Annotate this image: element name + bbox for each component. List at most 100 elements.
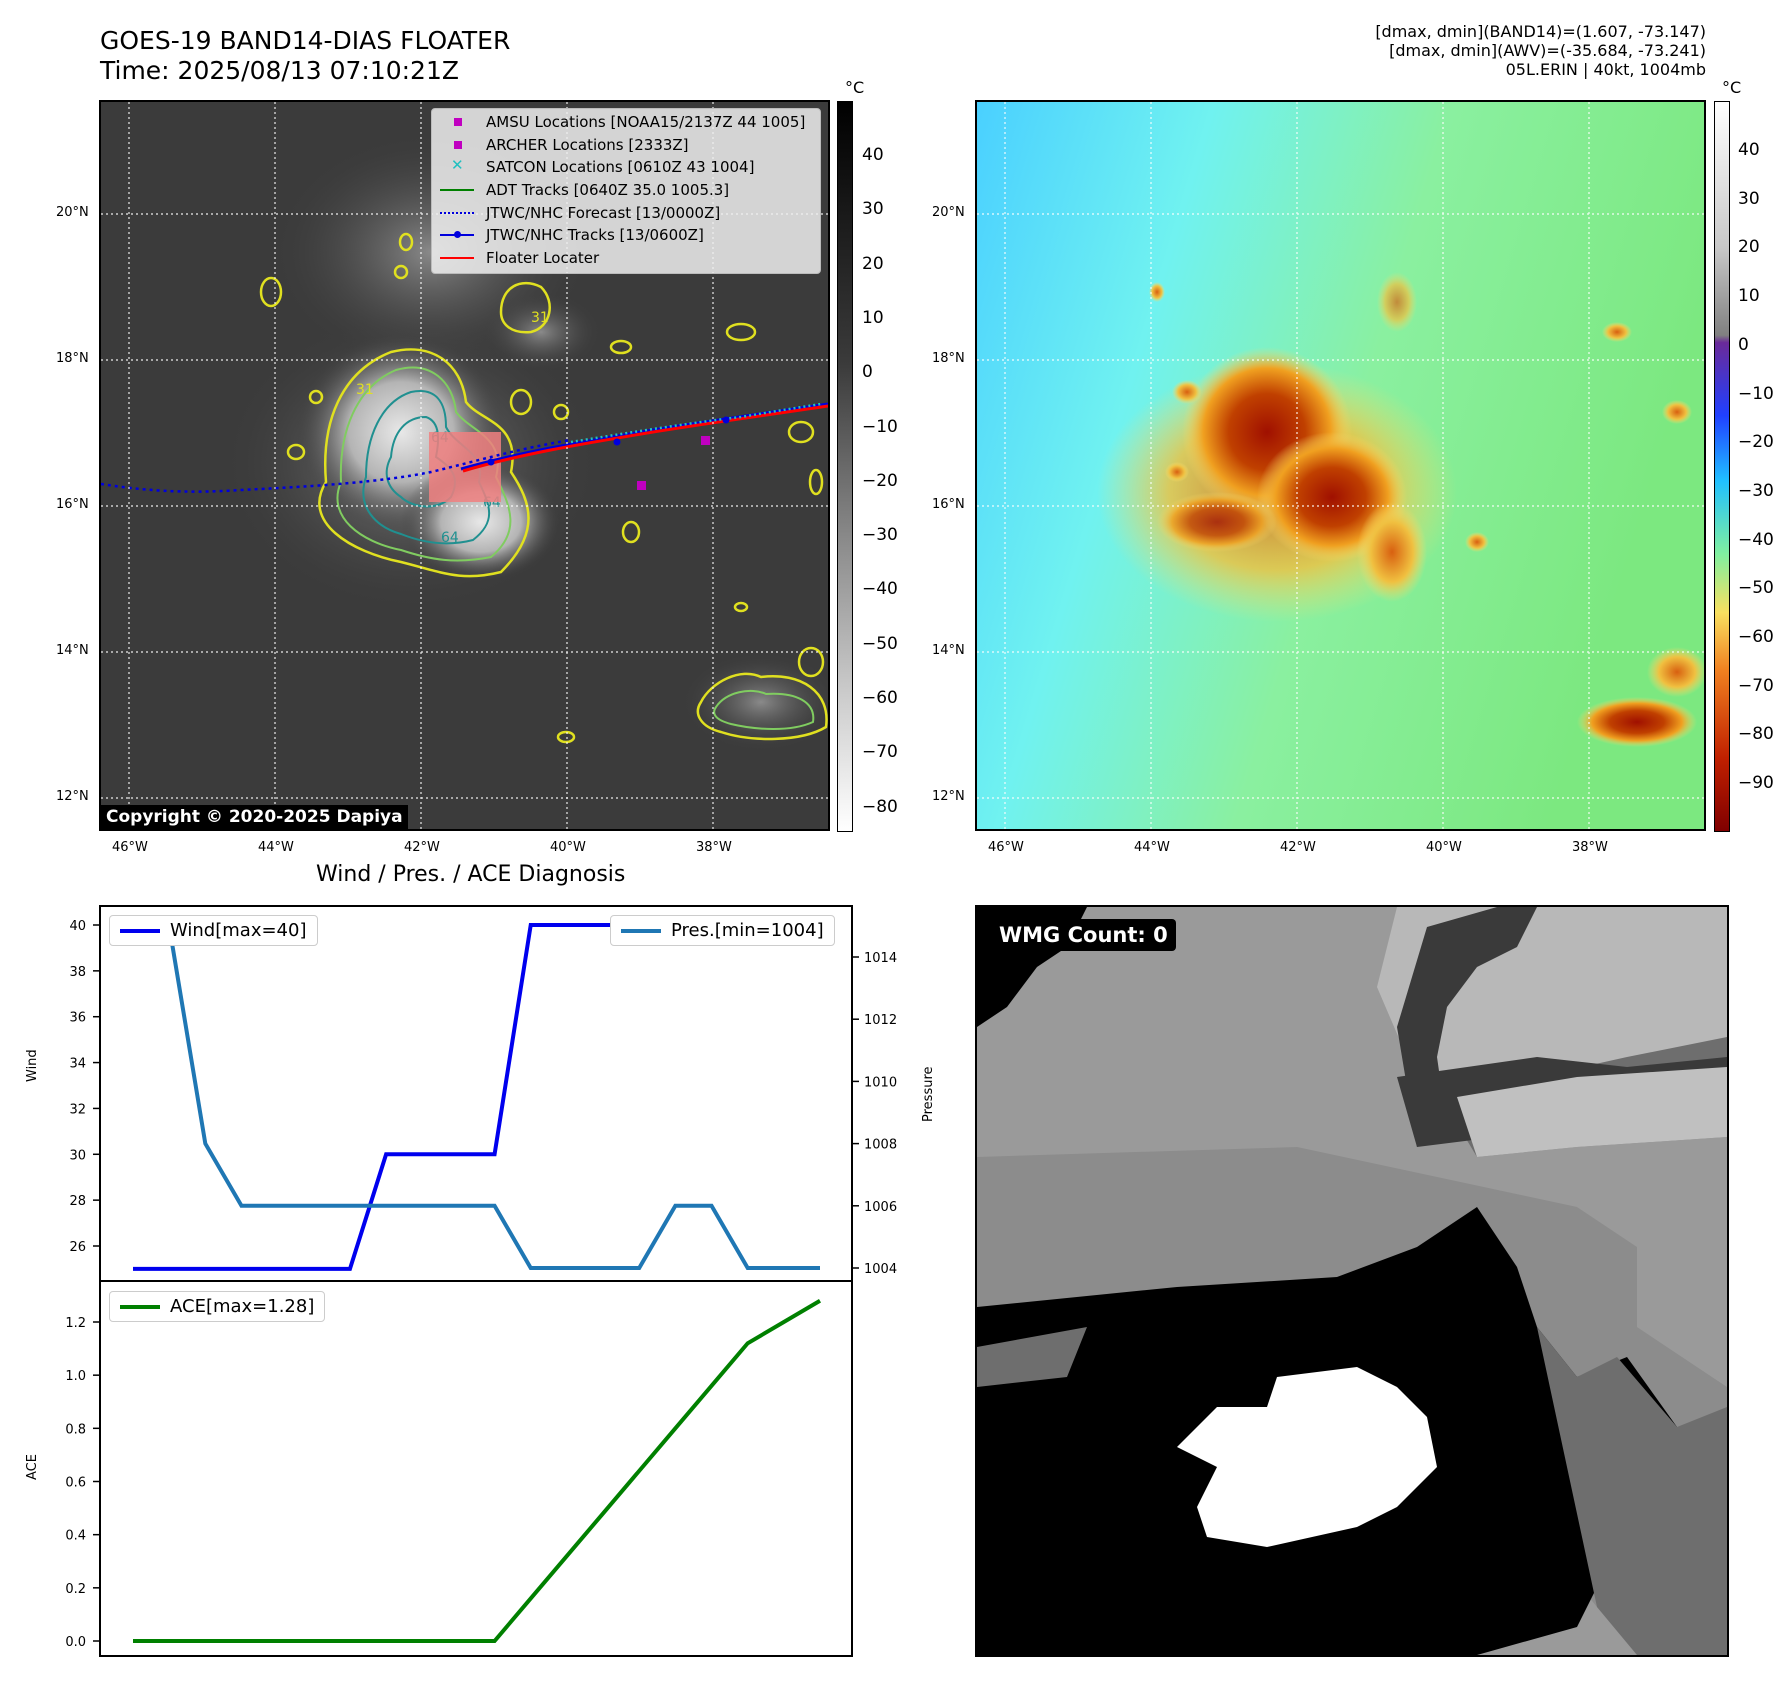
ace-tick-label: 0.8 <box>65 1422 86 1437</box>
contour-label-31b: 31 <box>531 310 549 326</box>
pressure-tick-label: 1012 <box>864 1013 897 1028</box>
line-icon <box>120 928 160 933</box>
pressure-tick-label: 1008 <box>864 1138 897 1153</box>
ir-lon-label: 42°W <box>404 840 440 855</box>
track-legend: AMSU Locations [NOAA15/2137Z 44 1005] AR… <box>431 108 821 274</box>
ace-tick-label: 0.2 <box>65 1582 86 1597</box>
contour-label-31a: 31 <box>356 382 374 398</box>
wind-legend: Wind[max=40] <box>109 915 318 946</box>
wind-tick-label: 28 <box>69 1194 86 1209</box>
legend-adt: ADT Tracks [0640Z 35.0 1005.3] <box>438 179 814 202</box>
wv-lon-label: 38°W <box>1572 840 1608 855</box>
copyright-label: Copyright © 2020-2025 Dapiya <box>101 805 408 829</box>
pressure-series-line <box>133 923 820 1270</box>
figure-title: GOES-19 BAND14-DIAS FLOATER <box>100 26 511 55</box>
ir-colorbar-tick: −40 <box>862 579 898 600</box>
ir-colorbar-tick: 40 <box>862 145 884 165</box>
ir-lat-label: 12°N <box>56 789 89 804</box>
diagnosis-title: Wind / Pres. / ACE Diagnosis <box>316 862 626 887</box>
ir-colorbar-tick: 20 <box>862 253 884 274</box>
wv-lon-label: 46°W <box>988 840 1024 855</box>
wv-lon-label: 40°W <box>1426 840 1462 855</box>
wv-lat-label: 14°N <box>932 643 965 658</box>
ir-lat-label: 16°N <box>56 497 89 512</box>
ace-tick-label: 0.6 <box>65 1476 86 1491</box>
wind-tick-label: 26 <box>69 1240 86 1255</box>
wv-colorbar-tick: −60 <box>1738 627 1774 647</box>
wv-colorbar <box>1714 101 1730 832</box>
ir-colorbar-tick: 10 <box>862 307 884 328</box>
wv-colorbar-tick: 40 <box>1738 140 1760 160</box>
info-storm: 05L.ERIN | 40kt, 1004mb <box>1505 60 1706 79</box>
dotted-line-icon <box>438 205 478 221</box>
pressure-tick-label: 1014 <box>864 951 897 966</box>
wv-colorbar-tick: −80 <box>1738 724 1774 745</box>
ir-colorbar-tick: −80 <box>862 796 898 817</box>
ir-colorbar-tick: 30 <box>862 199 884 220</box>
forecast-track <box>101 438 572 493</box>
wind-tick-label: 40 <box>69 919 86 934</box>
line-icon <box>120 1304 160 1309</box>
wv-satellite-panel <box>975 100 1706 831</box>
diagnosis-divider <box>99 1280 853 1282</box>
line-icon <box>438 250 478 266</box>
ir-colorbar-tick: −10 <box>862 416 898 437</box>
info-block: [dmax, dmin](BAND14)=(1.607, -73.147) [d… <box>1375 22 1706 79</box>
ir-colorbar-tick: −50 <box>862 633 898 654</box>
ace-tick-label: 0.0 <box>65 1635 86 1650</box>
ir-colorbar-unit: °C <box>845 78 865 97</box>
legend-jtwc: JTWC/NHC Tracks [13/0600Z] <box>438 224 814 247</box>
contour-label-64c: 64 <box>441 530 459 546</box>
info-band14: [dmax, dmin](BAND14)=(1.607, -73.147) <box>1375 22 1706 41</box>
ir-lat-label: 20°N <box>56 205 89 220</box>
ir-lon-label: 44°W <box>258 840 294 855</box>
satcon-track <box>570 402 822 444</box>
ace-legend: ACE[max=1.28] <box>109 1291 326 1322</box>
ace-tick-label: 0.4 <box>65 1529 86 1544</box>
wv-colorbar-tick: −90 <box>1738 773 1774 794</box>
pressure-tick-label: 1006 <box>864 1200 897 1215</box>
wind-tick-label: 30 <box>69 1148 86 1163</box>
wv-colorbar-tick: 30 <box>1738 188 1760 209</box>
ir-lon-label: 40°W <box>550 840 586 855</box>
wv-lat-label: 20°N <box>932 205 965 220</box>
wind-axis-label: Wind <box>25 1049 40 1082</box>
wv-colorbar-tick: 0 <box>1738 334 1749 355</box>
wmg-panel: WMG Count: 0 <box>975 905 1729 1657</box>
line-icon <box>438 182 478 198</box>
square-icon <box>438 114 478 130</box>
wv-colorbar-tick: −10 <box>1738 383 1774 404</box>
ir-colorbar-tick: −60 <box>862 688 898 708</box>
info-awv: [dmax, dmin](AWV)=(-35.684, -73.241) <box>1389 41 1706 60</box>
ir-colorbar-tick: −30 <box>862 525 898 546</box>
pressure-axis-label: Pressure <box>921 1066 936 1122</box>
legend-amsu: AMSU Locations [NOAA15/2137Z 44 1005] <box>438 111 814 134</box>
wv-colorbar-unit: °C <box>1722 78 1742 97</box>
wv-lat-label: 16°N <box>932 497 965 512</box>
ir-colorbar-tick: −70 <box>862 742 898 763</box>
ir-colorbar-tick: 0 <box>862 362 873 383</box>
legend-floater: Floater Locater <box>438 247 814 270</box>
ir-lat-label: 18°N <box>56 351 89 366</box>
ace-axis-label: ACE <box>25 1454 40 1480</box>
wind-tick-label: 32 <box>69 1102 86 1117</box>
line-dot-icon <box>438 227 478 243</box>
pressure-legend: Pres.[min=1004] <box>610 915 835 946</box>
ace-tick-label: 1.2 <box>65 1316 86 1331</box>
wv-colorbar-tick: −70 <box>1738 675 1774 696</box>
wind-tick-label: 38 <box>69 965 86 980</box>
wv-colorbar-tick: 10 <box>1738 286 1760 307</box>
wv-lon-label: 44°W <box>1134 840 1170 855</box>
x-mark-icon: ✕ <box>451 156 464 175</box>
wv-lon-label: 42°W <box>1280 840 1316 855</box>
wv-colorbar-tick: −40 <box>1738 529 1774 550</box>
ir-lat-label: 14°N <box>56 643 89 658</box>
wv-colorbar-tick: −30 <box>1738 480 1774 501</box>
line-icon <box>621 928 661 933</box>
ir-colorbar <box>837 101 853 832</box>
wmg-count-label: WMG Count: 0 <box>991 919 1176 951</box>
ace-tick-label: 1.0 <box>65 1369 86 1384</box>
pressure-tick-label: 1004 <box>864 1262 897 1277</box>
figure-time: Time: 2025/08/13 07:10:21Z <box>100 56 459 85</box>
wv-colorbar-tick: −50 <box>1738 578 1774 599</box>
